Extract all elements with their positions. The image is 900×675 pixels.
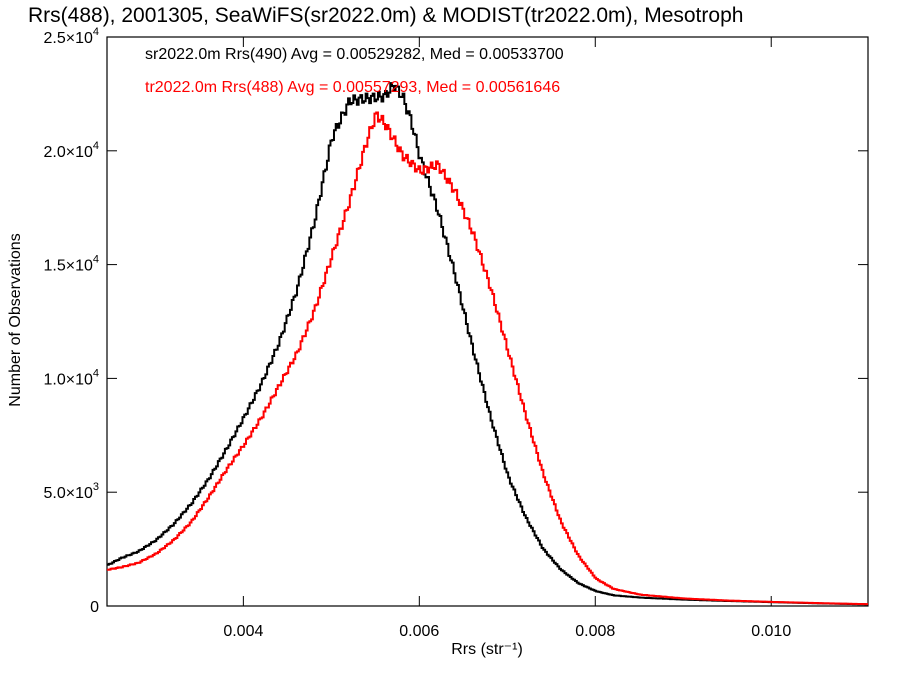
x-axis-ticks: 0.004 0.006 0.008 0.010: [223, 37, 791, 640]
series-line-tr2022: [107, 111, 869, 606]
y-axis-ticks: 0 5.0×103 1.0×104 1.5×104 2.0×104 2.5×104: [43, 26, 868, 616]
chart-title: Rrs(488), 2001305, SeaWiFS(sr2022.0m) & …: [28, 4, 743, 27]
x-tick-label: 0.006: [399, 623, 439, 640]
series-line-sr2022: [107, 82, 869, 606]
y-tick-label: 1.5×104: [43, 254, 99, 275]
x-tick-label: 0.010: [751, 623, 791, 640]
y-tick-label: 0: [90, 599, 99, 616]
plot-frame: [106, 36, 869, 607]
y-tick-label: 2.5×104: [43, 26, 99, 47]
legend-entry-sr2022: sr2022.0m Rrs(490) Avg = 0.00529282, Med…: [145, 46, 564, 63]
series-layer: [107, 82, 869, 606]
legend-entry-tr2022: tr2022.0m Rrs(488) Avg = 0.00557293, Med…: [145, 79, 560, 96]
x-axis-label: Rrs (str⁻¹): [451, 641, 523, 658]
y-tick-label: 5.0×103: [43, 481, 99, 502]
x-tick-label: 0.004: [223, 623, 263, 640]
y-tick-label: 2.0×104: [43, 140, 99, 161]
y-axis-label: Number of Observations: [7, 233, 24, 406]
y-tick-label: 1.0×104: [43, 367, 99, 388]
x-tick-label: 0.008: [575, 623, 615, 640]
